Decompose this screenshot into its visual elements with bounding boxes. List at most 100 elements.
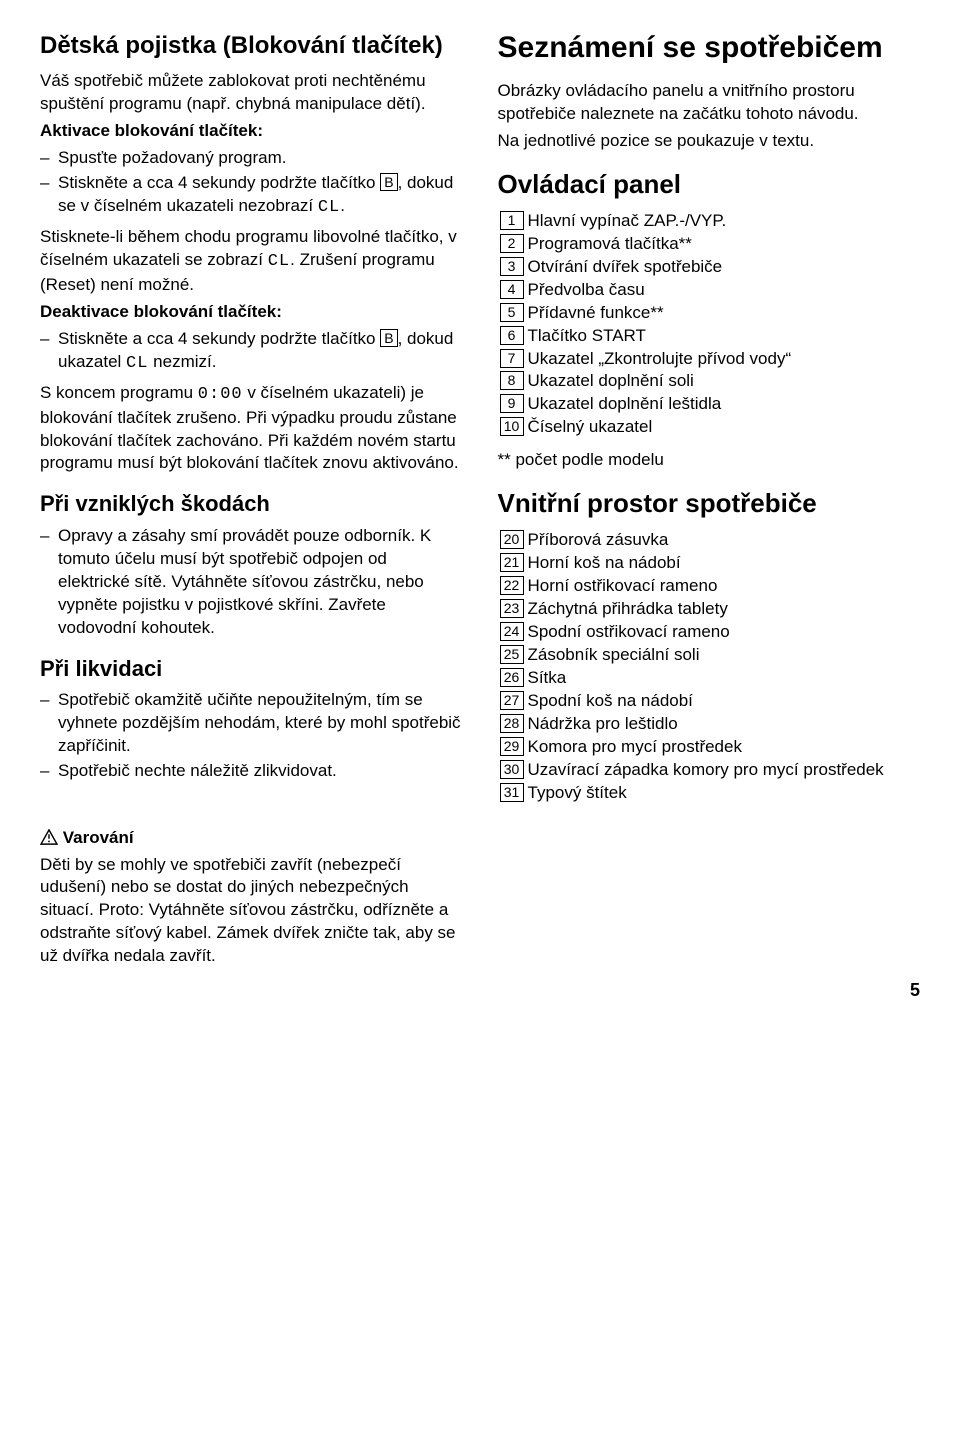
warning-text: Děti by se mohly ve spotřebiči zavřít (n…: [40, 854, 460, 969]
disposal-list: Spotřebič okamžitě učiňte nepoužitelným,…: [40, 689, 463, 783]
numbered-item: 25Zásobník speciální soli: [498, 644, 921, 667]
item-number-icon: 20: [500, 530, 524, 549]
heading-interior: Vnitřní prostor spotřebiče: [498, 486, 921, 521]
paragraph: Na jednotlivé pozice se poukazuje v text…: [498, 130, 921, 153]
item-number-icon: 7: [500, 349, 524, 368]
warning-section: Varování Děti by se mohly ve spotřebiči …: [40, 827, 460, 969]
item-label: Ukazatel „Zkontrolujte přívod vody“: [528, 349, 792, 368]
item-label: Spodní ostřikovací rameno: [528, 622, 730, 641]
text: .: [340, 196, 345, 215]
numbered-item: 1Hlavní vypínač ZAP.-/VYP.: [498, 210, 921, 233]
item-label: Přídavné funkce**: [528, 303, 664, 322]
item-number-icon: 31: [500, 783, 524, 802]
numbered-item: 27Spodní koš na nádobí: [498, 690, 921, 713]
item-label: Zásobník speciální soli: [528, 645, 700, 664]
paragraph: Obrázky ovládacího panelu a vnitřního pr…: [498, 80, 921, 126]
item-label: Programová tlačítka**: [528, 234, 692, 253]
damages-list: Opravy a zásahy smí provádět pouze odbor…: [40, 525, 463, 640]
numbered-item: 4Předvolba času: [498, 279, 921, 302]
item-label: Ukazatel doplnění leštidla: [528, 394, 722, 413]
item-number-icon: 24: [500, 622, 524, 641]
numbered-item: 2Programová tlačítka**: [498, 233, 921, 256]
heading-child-lock: Dětská pojistka (Blokování tlačítek): [40, 30, 463, 62]
item-label: Otvírání dvířek spotřebiče: [528, 257, 723, 276]
left-column: Dětská pojistka (Blokování tlačítek) Váš…: [40, 30, 463, 815]
page-number: 5: [40, 978, 920, 1002]
list-item: Spotřebič okamžitě učiňte nepoužitelným,…: [40, 689, 463, 758]
item-number-icon: 21: [500, 553, 524, 572]
numbered-item: 9Ukazatel doplnění leštidla: [498, 393, 921, 416]
item-label: Ukazatel doplnění soli: [528, 371, 694, 390]
display-code: CL: [268, 252, 290, 271]
activation-heading: Aktivace blokování tlačítek:: [40, 120, 463, 143]
item-number-icon: 2: [500, 234, 524, 253]
item-label: Příborová zásuvka: [528, 530, 669, 549]
item-number-icon: 6: [500, 326, 524, 345]
numbered-item: 29Komora pro mycí prostředek: [498, 736, 921, 759]
footnote: ** počet podle modelu: [498, 449, 921, 472]
item-label: Komora pro mycí prostředek: [528, 737, 742, 756]
item-number-icon: 1: [500, 211, 524, 230]
heading-intro: Seznámení se spotřebičem: [498, 30, 921, 66]
item-label: Horní ostřikovací rameno: [528, 576, 718, 595]
item-number-icon: 27: [500, 691, 524, 710]
text: S koncem programu: [40, 383, 198, 402]
item-label: Nádržka pro leštidlo: [528, 714, 678, 733]
numbered-item: 22Horní ostřikovací rameno: [498, 575, 921, 598]
list-item: Spotřebič nechte náležitě zlikvidovat.: [40, 760, 463, 783]
text: Stiskněte a cca 4 sekundy podržte tlačít…: [58, 173, 380, 192]
numbered-item: 10Číselný ukazatel: [498, 416, 921, 439]
numbered-item: 23Záchytná přihrádka tablety: [498, 598, 921, 621]
text: Stiskněte a cca 4 sekundy podržte tlačít…: [58, 329, 380, 348]
item-number-icon: 4: [500, 280, 524, 299]
item-number-icon: 10: [500, 417, 524, 436]
numbered-item: 6Tlačítko START: [498, 325, 921, 348]
list-item: Opravy a zásahy smí provádět pouze odbor…: [40, 525, 463, 640]
deactivation-heading: Deaktivace blokování tlačítek:: [40, 301, 463, 324]
item-label: Hlavní vypínač ZAP.-/VYP.: [528, 211, 727, 230]
display-code: 0:00: [198, 385, 243, 404]
numbered-item: 7Ukazatel „Zkontrolujte přívod vody“: [498, 348, 921, 371]
item-label: Sítka: [528, 668, 567, 687]
display-code: CL: [318, 198, 340, 217]
list-item: Spusťte požadovaný program.: [40, 147, 463, 170]
list-item: Stiskněte a cca 4 sekundy podržte tlačít…: [40, 328, 463, 376]
item-number-icon: 28: [500, 714, 524, 733]
numbered-item: 24Spodní ostřikovací rameno: [498, 621, 921, 644]
item-label: Horní koš na nádobí: [528, 553, 681, 572]
item-number-icon: 23: [500, 599, 524, 618]
heading-control-panel: Ovládací panel: [498, 167, 921, 202]
paragraph: Stisknete-li během chodu programu libovo…: [40, 226, 463, 297]
item-number-icon: 22: [500, 576, 524, 595]
heading-damages: Při vzniklých škodách: [40, 489, 463, 519]
numbered-item: 31Typový štítek: [498, 782, 921, 805]
paragraph: S koncem programu 0:00 v číselném ukazat…: [40, 382, 463, 476]
numbered-item: 30Uzavírací západka komory pro mycí pros…: [498, 759, 921, 782]
item-label: Záchytná přihrádka tablety: [528, 599, 728, 618]
item-number-icon: 5: [500, 303, 524, 322]
numbered-item: 28Nádržka pro leštidlo: [498, 713, 921, 736]
warning-heading: Varování: [40, 827, 460, 850]
item-number-icon: 30: [500, 760, 524, 779]
item-label: Uzavírací západka komory pro mycí prostř…: [528, 760, 884, 779]
item-label: Spodní koš na nádobí: [528, 691, 693, 710]
heading-disposal: Při likvidaci: [40, 654, 463, 684]
numbered-item: 3Otvírání dvířek spotřebiče: [498, 256, 921, 279]
right-column: Seznámení se spotřebičem Obrázky ovládac…: [498, 30, 921, 815]
item-label: Předvolba času: [528, 280, 645, 299]
text: nezmizí.: [148, 352, 216, 371]
item-number-icon: 26: [500, 668, 524, 687]
item-number-icon: 29: [500, 737, 524, 756]
item-number-icon: 3: [500, 257, 524, 276]
item-number-icon: 8: [500, 371, 524, 390]
item-number-icon: 25: [500, 645, 524, 664]
activation-list: Spusťte požadovaný program. Stiskněte a …: [40, 147, 463, 220]
deactivation-list: Stiskněte a cca 4 sekundy podržte tlačít…: [40, 328, 463, 376]
numbered-item: 20Příborová zásuvka: [498, 529, 921, 552]
button-b-icon: B: [380, 173, 397, 191]
display-code: CL: [126, 354, 148, 373]
interior-list: 20Příborová zásuvka21Horní koš na nádobí…: [498, 529, 921, 804]
item-label: Tlačítko START: [528, 326, 646, 345]
numbered-item: 8Ukazatel doplnění soli: [498, 370, 921, 393]
button-b-icon: B: [380, 329, 397, 347]
